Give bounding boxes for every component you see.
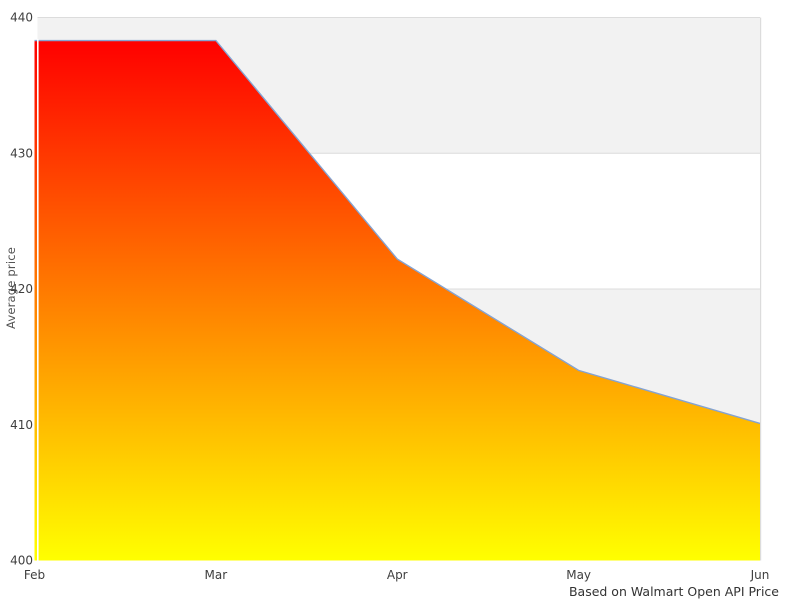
y-axis-title: Average price [4, 246, 18, 330]
y-tick-label: 410 [10, 418, 33, 432]
y-tick-label: 420 [10, 282, 33, 296]
left-edge-notch [37, 39, 39, 561]
x-tick-label: Feb [24, 568, 45, 582]
y-tick-label: 430 [10, 146, 33, 160]
chart-caption: Based on Walmart Open API Price [568, 584, 779, 599]
y-tick-label: 440 [10, 11, 33, 25]
x-tick-label: Apr [387, 568, 408, 582]
x-tick-label: Jun [750, 568, 770, 582]
x-tick-label: Mar [205, 568, 228, 582]
area-series-fill [34, 40, 760, 561]
series-line [34, 39, 761, 425]
y-tick-label: 400 [10, 554, 33, 568]
x-tick-label: May [566, 568, 591, 582]
